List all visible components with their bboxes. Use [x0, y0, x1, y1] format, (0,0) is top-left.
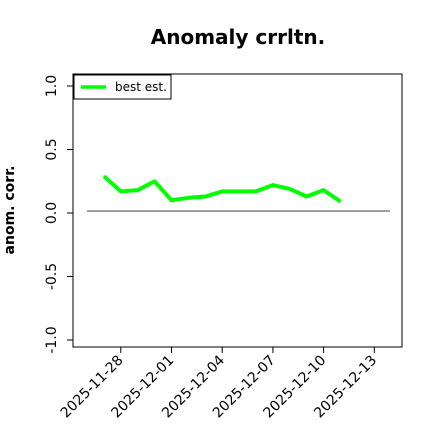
- x-axis: 2025-11-282025-12-012025-12-042025-12-07…: [58, 347, 380, 421]
- legend: best est.: [73, 74, 172, 100]
- y-tick-label: -0.5: [44, 263, 60, 290]
- y-tick-label: -1.0: [44, 326, 60, 353]
- series-line-best-est: [102, 174, 342, 204]
- series-layer: [102, 174, 342, 204]
- chart-title: Anomaly crrltn.: [151, 25, 325, 49]
- legend-label-best-est: best est.: [115, 80, 167, 94]
- y-tick-label: 1.0: [44, 75, 60, 97]
- y-tick-label: 0.5: [44, 138, 60, 160]
- y-axis: -1.0 -0.5 0.0 0.5 1.0: [44, 75, 73, 354]
- y-axis-label: anom. corr.: [2, 166, 18, 255]
- plot-area: [72, 73, 403, 348]
- y-tick-label: 0.0: [44, 202, 60, 224]
